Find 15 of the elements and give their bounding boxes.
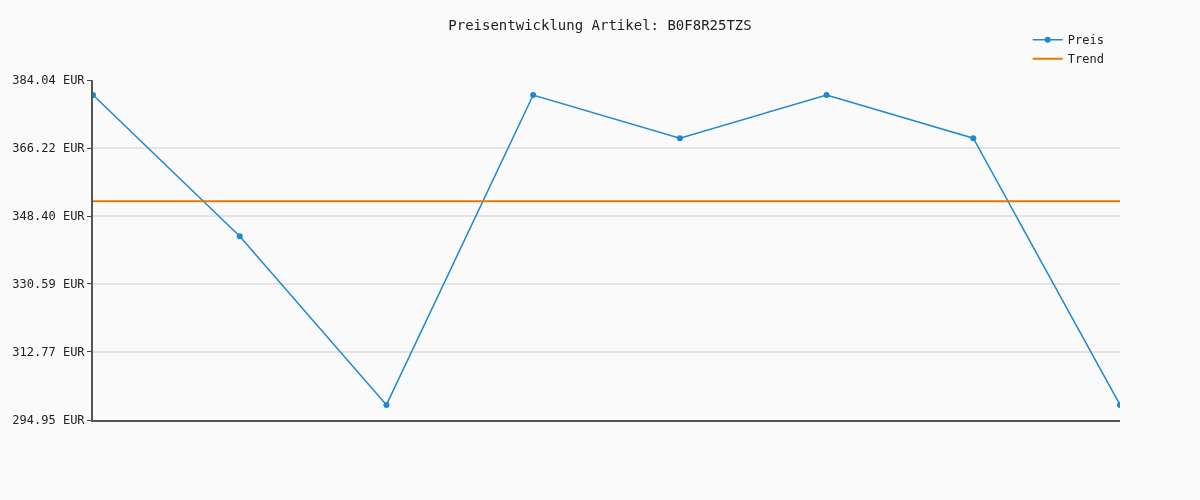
point: [530, 92, 537, 99]
legend-label: Preis: [1067, 33, 1104, 48]
y-tick-label: 348.40 EUR: [12, 209, 86, 224]
y-tick-label: 366.22 EUR: [12, 141, 86, 156]
point: [236, 233, 243, 240]
point: [970, 135, 977, 142]
chart-title: Preisentwicklung Artikel: B0F8R25TZS: [448, 16, 752, 33]
y-tick-label: 330.59 EUR: [12, 277, 86, 292]
legend-label: Trend: [1067, 52, 1104, 67]
point: [823, 92, 830, 99]
point: [676, 135, 683, 142]
y-tick-label: 294.95 EUR: [12, 413, 86, 428]
y-tick-label: 312.77 EUR: [12, 345, 86, 360]
point: [383, 401, 390, 408]
y-tick-label: 384.04 EUR: [12, 73, 86, 88]
